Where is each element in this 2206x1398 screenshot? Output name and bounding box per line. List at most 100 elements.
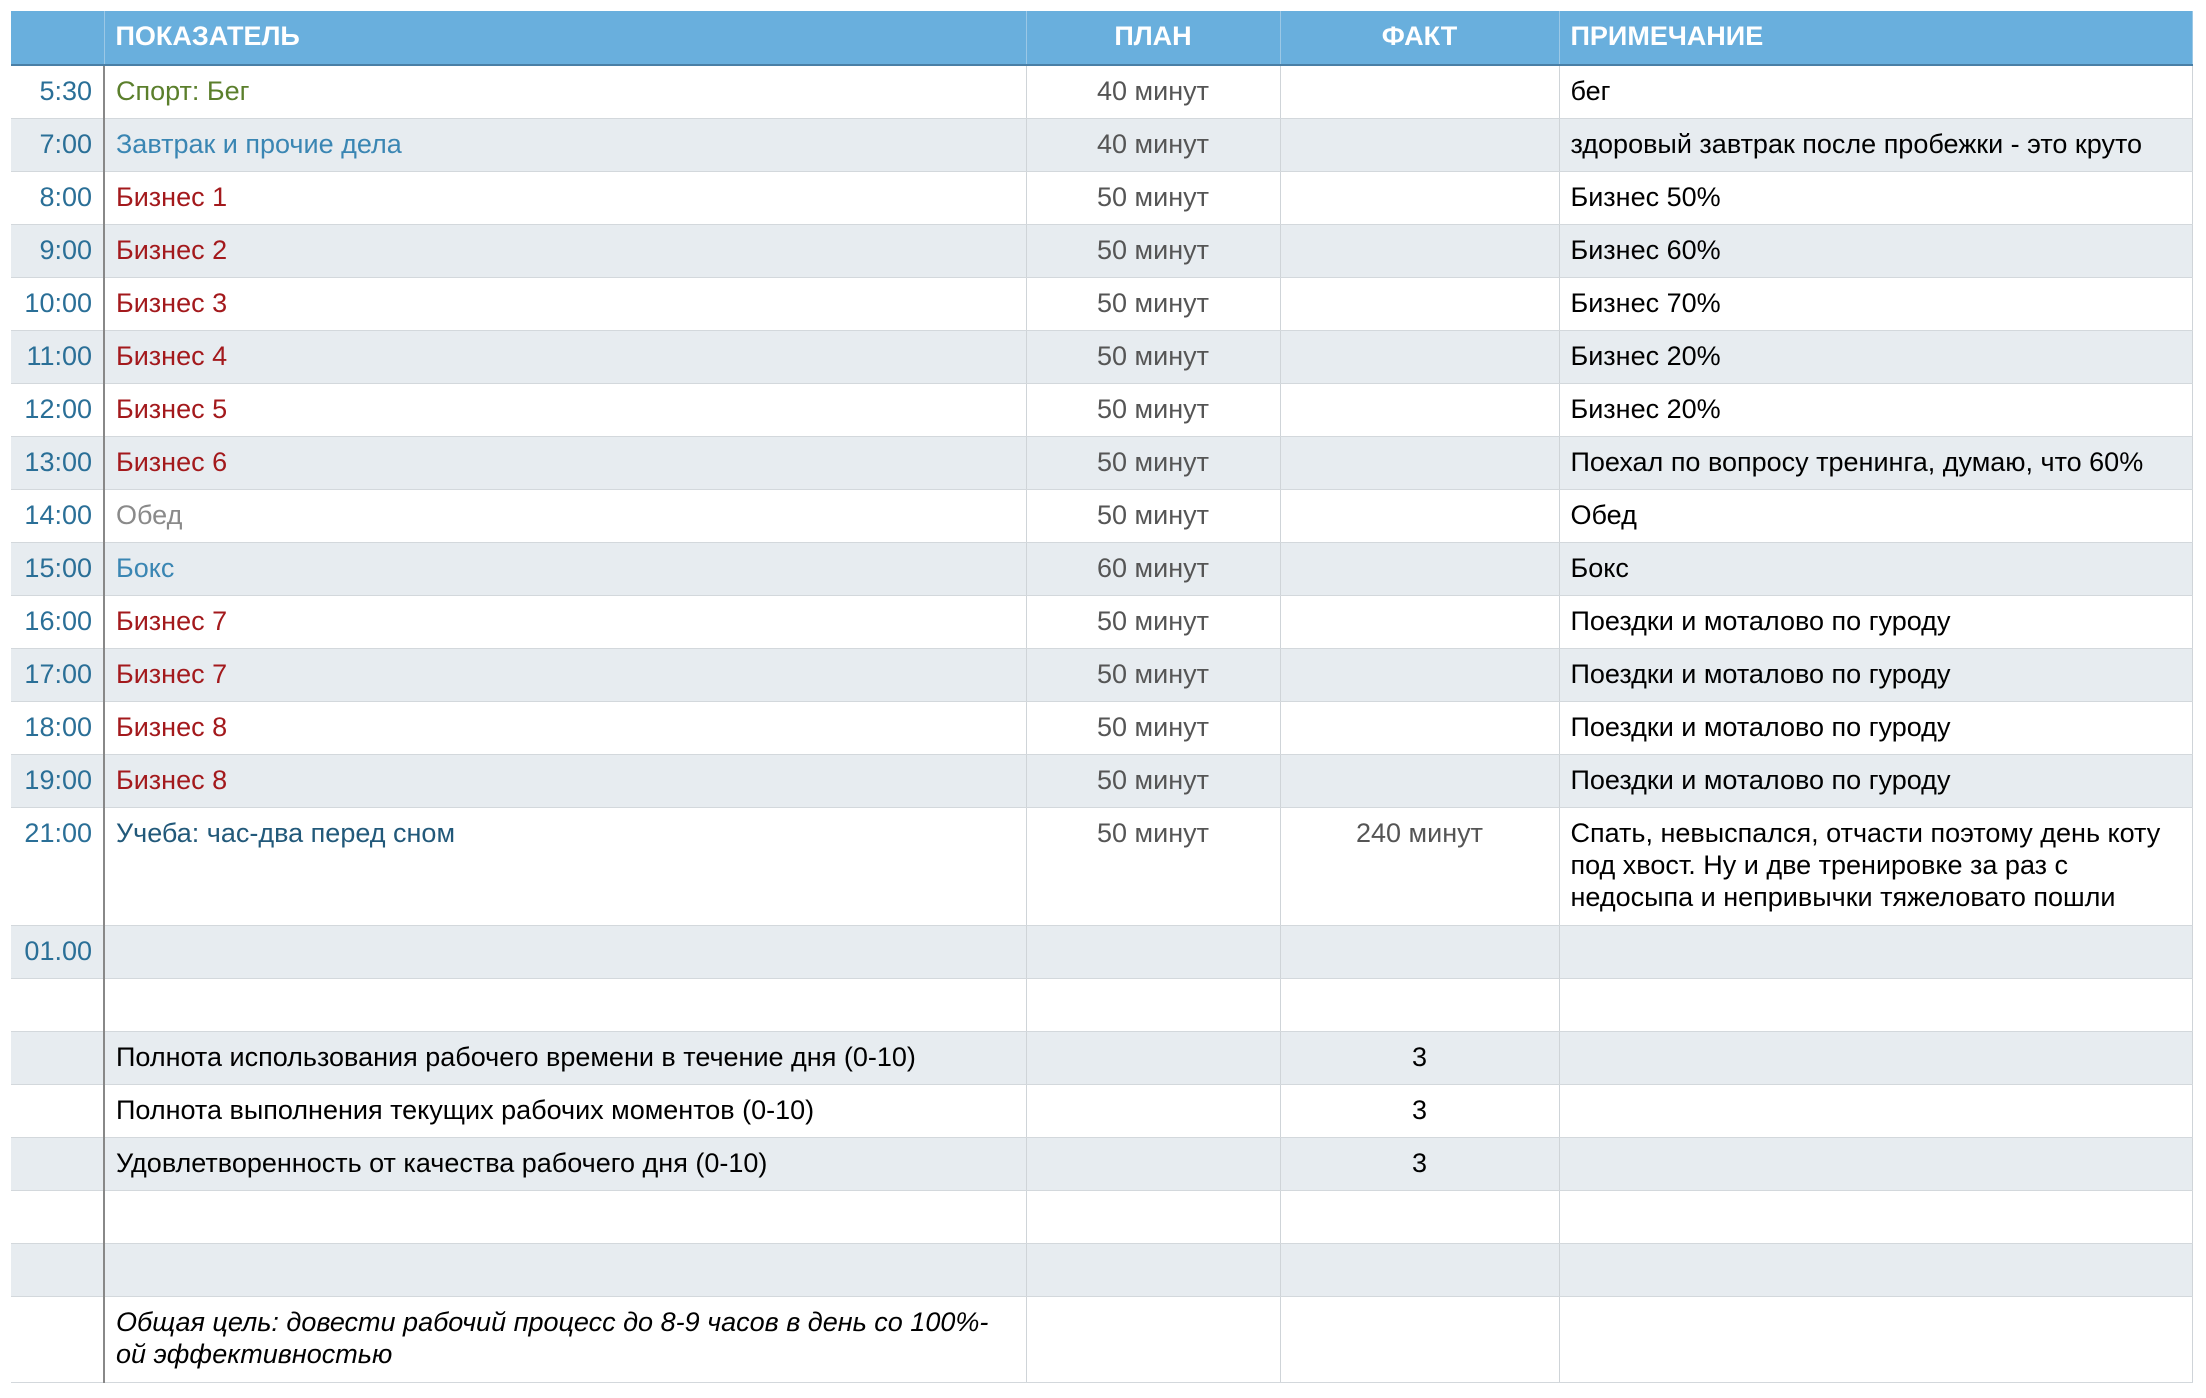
header-cell: ПОКАЗАТЕЛЬ <box>104 11 1027 66</box>
time-cell: 16:00 <box>11 595 105 649</box>
table-row: 01.00 <box>11 925 2193 979</box>
note-cell: здоровый завтрак после пробежки - это кр… <box>1559 118 2193 172</box>
fact-cell <box>1280 595 1560 649</box>
time-cell: 7:00 <box>11 118 105 172</box>
plan-cell: 50 минут <box>1026 754 1281 808</box>
note-cell: Спать, невыспался, отчасти поэтому день … <box>1559 807 2193 926</box>
note-cell: Поездки и моталово по гуроду <box>1559 754 2193 808</box>
fact-cell <box>1280 1296 1560 1383</box>
note-cell: бег <box>1559 65 2193 119</box>
note-cell <box>1559 978 2193 1032</box>
item-cell: Полнота использования рабочего времени в… <box>104 1031 1027 1085</box>
item-cell: Бизнес 4 <box>104 330 1027 384</box>
note-cell <box>1559 1243 2193 1297</box>
time-cell: 9:00 <box>11 224 105 278</box>
plan-cell: 50 минут <box>1026 224 1281 278</box>
time-cell <box>11 1296 105 1383</box>
plan-cell: 50 минут <box>1026 807 1281 926</box>
time-cell: 12:00 <box>11 383 105 437</box>
item-cell: Бокс <box>104 542 1027 596</box>
fact-cell <box>1280 701 1560 755</box>
note-cell <box>1559 1031 2193 1085</box>
plan-cell <box>1026 978 1281 1032</box>
plan-cell: 50 минут <box>1026 701 1281 755</box>
header-cell: ПЛАН <box>1026 11 1281 66</box>
table-row: 18:00 Бизнес 8 50 минут Поездки и моталово … <box>11 701 2193 755</box>
item-cell: Учеба: час-два перед сном <box>104 807 1027 926</box>
fact-cell <box>1280 171 1560 225</box>
fact-cell: 3 <box>1280 1084 1560 1138</box>
plan-cell: 40 минут <box>1026 65 1281 119</box>
note-cell: Поехал по вопросу тренинга, думаю, что 6… <box>1559 436 2193 490</box>
time-cell <box>11 978 105 1032</box>
item-cell: Бизнес 3 <box>104 277 1027 331</box>
time-cell: 5:30 <box>11 65 105 119</box>
item-cell: Бизнес 1 <box>104 171 1027 225</box>
note-cell: Бокс <box>1559 542 2193 596</box>
item-cell: Бизнес 2 <box>104 224 1027 278</box>
fact-cell <box>1280 542 1560 596</box>
table-row: 12:00 Бизнес 5 50 минут Бизнес 20% <box>11 383 2193 437</box>
time-cell <box>11 1137 105 1191</box>
item-cell: Завтрак и прочие дела <box>104 118 1027 172</box>
header-row: ПОКАЗАТЕЛЬ ПЛАН ФАКТ ПРИМЕЧАНИЕ <box>11 11 2193 66</box>
header-cell: ПРИМЕЧАНИЕ <box>1559 11 2193 66</box>
note-cell: Бизнес 50% <box>1559 171 2193 225</box>
header-cell: ФАКТ <box>1280 11 1560 66</box>
item-cell: Удовлетворенность от качества рабочего д… <box>104 1137 1027 1191</box>
fact-cell <box>1280 925 1560 979</box>
time-cell: 14:00 <box>11 489 105 543</box>
table-row: 8:00 Бизнес 1 50 минут Бизнес 50% <box>11 171 2193 225</box>
time-cell: 18:00 <box>11 701 105 755</box>
table-row: Полнота использования рабочего времени в… <box>11 1031 2193 1085</box>
note-cell: Обед <box>1559 489 2193 543</box>
plan-cell: 50 минут <box>1026 436 1281 490</box>
table-row: 11:00 Бизнес 4 50 минут Бизнес 20% <box>11 330 2193 384</box>
item-cell: Полнота выполнения текущих рабочих момен… <box>104 1084 1027 1138</box>
fact-cell <box>1280 1190 1560 1244</box>
table-row: 5:30 Спорт: Бег 40 минут бег <box>11 65 2193 119</box>
item-cell: Общая цель: довести рабочий процесс до 8… <box>104 1296 1027 1383</box>
note-cell: Поездки и моталово по гуроду <box>1559 648 2193 702</box>
table-row: Общая цель: довести рабочий процесс до 8… <box>11 1296 2193 1383</box>
time-cell: 01.00 <box>11 925 105 979</box>
table-row: Полнота выполнения текущих рабочих момен… <box>11 1084 2193 1138</box>
fact-cell: 3 <box>1280 1031 1560 1085</box>
note-cell: Бизнес 70% <box>1559 277 2193 331</box>
time-cell: 21:00 <box>11 807 105 926</box>
table-row: 19:00 Бизнес 8 50 минут Поездки и моталово … <box>11 754 2193 808</box>
time-cell <box>11 1031 105 1085</box>
fact-cell: 3 <box>1280 1137 1560 1191</box>
item-cell <box>104 925 1027 979</box>
plan-cell: 60 минут <box>1026 542 1281 596</box>
fact-cell: 240 минут <box>1280 807 1560 926</box>
table-row <box>11 1190 2193 1244</box>
schedule-table: ПОКАЗАТЕЛЬ ПЛАН ФАКТ ПРИМЕЧАНИЕ 5:30 Спор… <box>11 11 2193 1383</box>
header-cell <box>11 11 105 66</box>
note-cell <box>1559 1084 2193 1138</box>
fact-cell <box>1280 978 1560 1032</box>
fact-cell <box>1280 648 1560 702</box>
item-cell: Бизнес 8 <box>104 754 1027 808</box>
plan-cell <box>1026 1190 1281 1244</box>
table-body: 5:30 Спорт: Бег 40 минут бег 7:00 Завтрак и п… <box>11 65 2193 1383</box>
fact-cell <box>1280 330 1560 384</box>
note-cell: Поездки и моталово по гуроду <box>1559 701 2193 755</box>
table-row: 17:00 Бизнес 7 50 минут Поездки и моталово … <box>11 648 2193 702</box>
note-cell <box>1559 1137 2193 1191</box>
plan-cell: 50 минут <box>1026 383 1281 437</box>
time-cell: 10:00 <box>11 277 105 331</box>
time-cell: 15:00 <box>11 542 105 596</box>
plan-cell: 50 минут <box>1026 171 1281 225</box>
table-row: 21:00 Учеба: час-два перед сном 50 минут 24… <box>11 807 2193 926</box>
item-cell: Бизнес 5 <box>104 383 1027 437</box>
time-cell <box>11 1190 105 1244</box>
plan-cell: 50 минут <box>1026 648 1281 702</box>
plan-cell: 40 минут <box>1026 118 1281 172</box>
item-cell: Бизнес 7 <box>104 648 1027 702</box>
table-row: 16:00 Бизнес 7 50 минут Поездки и моталово … <box>11 595 2193 649</box>
fact-cell <box>1280 436 1560 490</box>
item-cell: Бизнес 6 <box>104 436 1027 490</box>
plan-cell <box>1026 925 1281 979</box>
